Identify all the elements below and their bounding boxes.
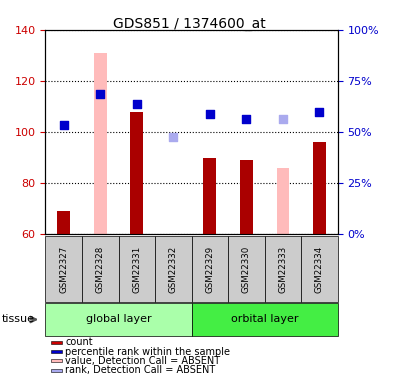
Bar [301, 236, 338, 302]
Bar [45, 236, 82, 302]
Bar [118, 236, 155, 302]
Text: GSM22327: GSM22327 [59, 246, 68, 292]
Bar [57, 211, 70, 234]
Bar [130, 112, 143, 234]
Text: global layer: global layer [86, 314, 151, 324]
Text: GSM22333: GSM22333 [278, 246, 288, 292]
Text: GSM22334: GSM22334 [315, 246, 324, 292]
Text: percentile rank within the sample: percentile rank within the sample [65, 346, 230, 357]
Bar [82, 236, 118, 302]
Text: GSM22330: GSM22330 [242, 246, 251, 292]
Text: GDS851 / 1374600_at: GDS851 / 1374600_at [113, 17, 266, 31]
Point [243, 116, 250, 122]
Bar [265, 236, 301, 302]
Text: rank, Detection Call = ABSENT: rank, Detection Call = ABSENT [65, 365, 216, 375]
Text: count: count [65, 337, 93, 347]
Bar [240, 160, 253, 234]
Text: GSM22328: GSM22328 [96, 246, 105, 292]
Bar [51, 340, 62, 344]
Text: GSM22332: GSM22332 [169, 246, 178, 292]
Point [60, 122, 67, 128]
Text: tissue: tissue [2, 315, 35, 324]
Bar [313, 142, 326, 234]
Point [134, 101, 140, 107]
Bar [276, 168, 289, 234]
Bar [45, 303, 192, 336]
Text: value, Detection Call = ABSENT: value, Detection Call = ABSENT [65, 356, 220, 366]
Text: orbital layer: orbital layer [231, 314, 298, 324]
Point [280, 116, 286, 122]
Point [170, 134, 177, 140]
Bar [203, 158, 216, 234]
Bar [228, 236, 265, 302]
Bar [192, 236, 228, 302]
Text: GSM22329: GSM22329 [205, 246, 214, 292]
Point [316, 109, 323, 115]
Bar [192, 303, 338, 336]
Bar [51, 359, 62, 362]
Bar [51, 350, 62, 353]
Point [97, 91, 103, 97]
Text: GSM22331: GSM22331 [132, 246, 141, 292]
Bar [94, 53, 107, 234]
Point [207, 111, 213, 117]
Bar [155, 236, 192, 302]
Bar [51, 369, 62, 372]
